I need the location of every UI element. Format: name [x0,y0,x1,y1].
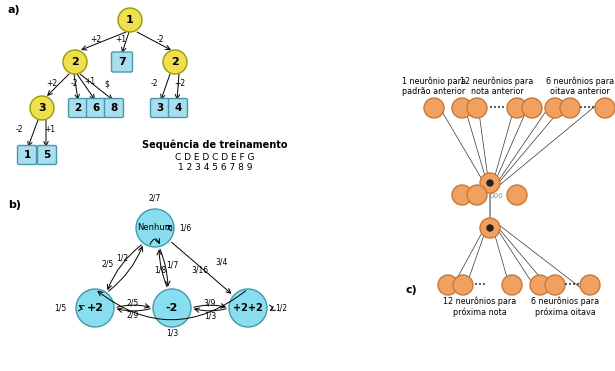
Text: -2: -2 [150,79,158,88]
Circle shape [580,275,600,295]
Text: ••••: •••• [579,105,595,111]
Text: 1/6: 1/6 [179,223,191,233]
Text: 6 neurônios para
oitava anterior: 6 neurônios para oitava anterior [546,76,614,96]
Text: •••: ••• [474,282,486,288]
Text: 1 neurônio para
padrão anterior: 1 neurônio para padrão anterior [402,76,466,96]
Text: 1 2 3 4 5 6 7 8 9: 1 2 3 4 5 6 7 8 9 [178,164,252,173]
FancyBboxPatch shape [17,145,36,164]
Text: 1/5: 1/5 [54,303,66,312]
FancyBboxPatch shape [151,98,170,118]
Text: 3/16: 3/16 [191,266,208,275]
Circle shape [487,225,493,231]
Text: 1/7: 1/7 [166,260,178,269]
Text: 5: 5 [44,150,50,160]
Text: 3: 3 [156,103,164,113]
Text: 2/9: 2/9 [127,311,139,319]
Circle shape [63,50,87,74]
Text: 1/3: 1/3 [166,328,178,338]
Text: 12 neurônios para
próxima nota: 12 neurônios para próxima nota [443,297,517,317]
Text: +2: +2 [175,79,186,88]
Text: 3/4: 3/4 [216,257,228,266]
Text: +1: +1 [116,36,127,45]
Text: ••••: •••• [564,282,580,288]
FancyBboxPatch shape [105,98,124,118]
Text: Nenhum: Nenhum [137,223,173,233]
Text: b): b) [8,200,21,210]
Circle shape [163,50,187,74]
Circle shape [530,275,550,295]
Circle shape [136,209,174,247]
Text: +2: +2 [47,79,58,88]
Circle shape [453,275,473,295]
FancyBboxPatch shape [169,98,188,118]
Text: 3: 3 [38,103,46,113]
Text: 12 neurônios para
nota anterior: 12 neurônios para nota anterior [461,76,534,96]
FancyBboxPatch shape [87,98,106,118]
Text: a): a) [8,5,21,15]
Text: 1/3: 1/3 [204,312,216,321]
Circle shape [487,180,493,186]
Text: 1/8: 1/8 [154,266,166,275]
Text: 7: 7 [118,57,126,67]
Circle shape [467,185,487,205]
FancyBboxPatch shape [111,52,132,72]
Text: ooo: ooo [490,190,504,200]
Text: +1: +1 [84,78,95,86]
Text: 2: 2 [171,57,179,67]
Circle shape [480,218,500,238]
Text: 1/2: 1/2 [275,303,287,312]
Circle shape [76,289,114,327]
Text: -2: -2 [70,79,77,88]
Text: +2: +2 [90,36,101,45]
Circle shape [560,98,580,118]
Text: c): c) [405,285,417,295]
Text: -2: -2 [156,36,164,45]
FancyBboxPatch shape [38,145,57,164]
Text: $: $ [105,79,109,89]
Text: +1: +1 [44,125,55,135]
Text: 2/7: 2/7 [149,194,161,203]
Text: 2/5: 2/5 [102,259,114,269]
Circle shape [424,98,444,118]
Text: 1: 1 [23,150,31,160]
Text: 2: 2 [74,103,82,113]
Text: Sequência de treinamento: Sequência de treinamento [142,140,288,150]
Circle shape [452,98,472,118]
Circle shape [153,289,191,327]
Text: -2: -2 [15,125,23,135]
Circle shape [438,275,458,295]
Circle shape [522,98,542,118]
Text: +2: +2 [87,303,103,313]
Text: +2+2: +2+2 [233,303,263,313]
Circle shape [480,173,500,193]
Circle shape [545,98,565,118]
Text: 4: 4 [174,103,181,113]
Circle shape [30,96,54,120]
Text: 6 neurônios para
próxima oitava: 6 neurônios para próxima oitava [531,297,599,317]
Text: 2/5: 2/5 [127,299,139,308]
Text: 2: 2 [71,57,79,67]
Text: 3/9: 3/9 [204,299,216,308]
Text: 6: 6 [92,103,100,113]
Circle shape [229,289,267,327]
Circle shape [452,185,472,205]
Circle shape [545,275,565,295]
Text: 1/2: 1/2 [116,253,128,263]
FancyBboxPatch shape [68,98,87,118]
Circle shape [502,275,522,295]
Text: ••••: •••• [489,105,505,111]
Circle shape [467,98,487,118]
Circle shape [507,185,527,205]
Text: -2: -2 [166,303,178,313]
Text: C D E D C D E F G: C D E D C D E F G [175,154,255,162]
Circle shape [595,98,615,118]
Circle shape [118,8,142,32]
Text: 1: 1 [126,15,134,25]
Circle shape [507,98,527,118]
Text: 8: 8 [110,103,117,113]
